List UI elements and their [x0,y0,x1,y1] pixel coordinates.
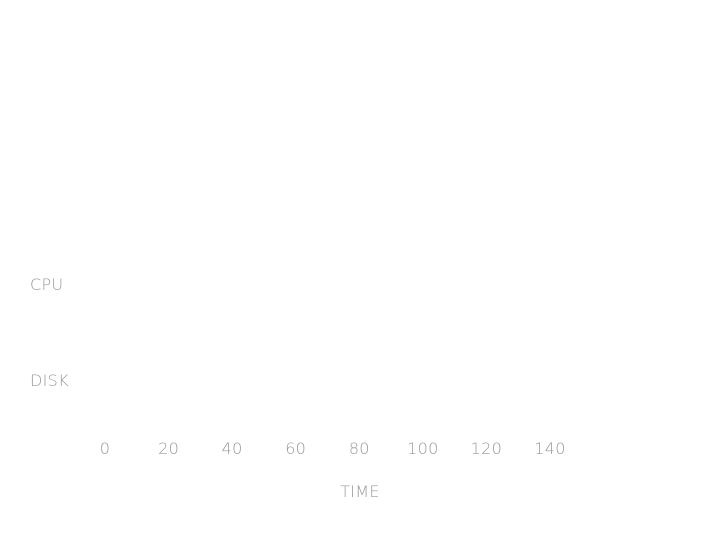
x-tick-label: 140 [534,439,565,458]
x-axis-label: TIME [340,482,380,501]
x-tick-label: 120 [471,439,502,458]
row-label-cpu: CPU [30,275,63,294]
x-tick-label: 20 [158,439,179,458]
x-tick-label: 80 [349,439,370,458]
x-tick-label: 100 [407,439,438,458]
row-label-disk: DISK [30,371,69,390]
x-tick-label: 40 [222,439,243,458]
x-tick-labels: 0 20 40 60 80 100 120 140 [100,439,566,458]
row-labels: CPU DISK [30,275,69,390]
x-tick-label: 60 [285,439,306,458]
x-tick-label: 0 [100,439,110,458]
